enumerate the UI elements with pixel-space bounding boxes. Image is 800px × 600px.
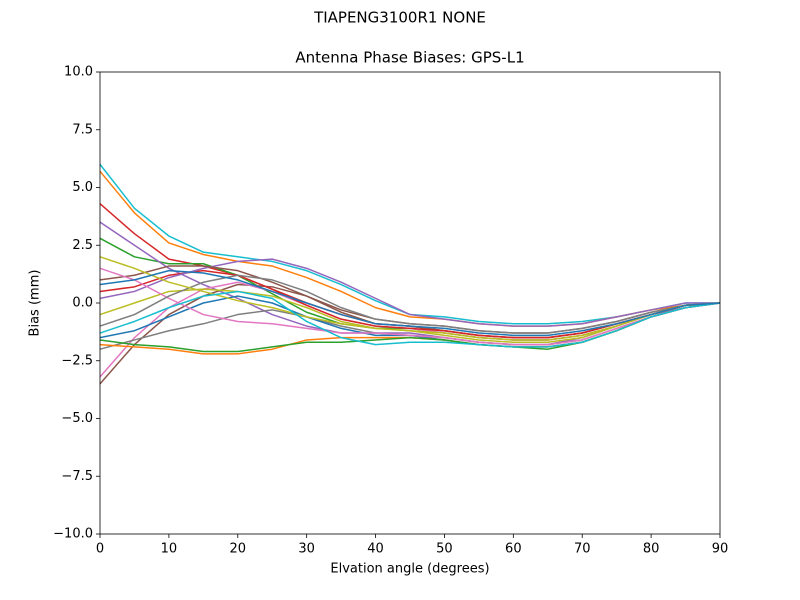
data-line	[99, 269, 721, 337]
y-tick-label: 10.0	[64, 65, 93, 80]
x-tick-label: 40	[367, 542, 384, 557]
x-tick-label: 30	[298, 542, 315, 557]
x-tick-label: 10	[161, 542, 178, 557]
y-tick-label: 0.0	[72, 296, 93, 311]
y-tick-label: −10.0	[53, 527, 93, 542]
data-line	[99, 258, 720, 327]
y-tick-label: −7.5	[61, 469, 93, 484]
y-axis-label: Bias (mm)	[28, 270, 43, 337]
data-line	[99, 256, 721, 341]
x-tick-label: 60	[505, 542, 522, 557]
chart-title: Antenna Phase Biases: GPS-L1	[295, 49, 524, 67]
x-tick-label: 80	[643, 542, 660, 557]
y-tick-label: −2.5	[61, 353, 93, 368]
x-tick-label: 50	[436, 542, 453, 557]
x-tick-label: 0	[96, 542, 104, 557]
data-line	[99, 274, 721, 334]
y-tick-label: 2.5	[72, 238, 93, 253]
x-tick-label: 70	[574, 542, 591, 557]
plot-frame	[99, 71, 721, 535]
data-line	[99, 290, 721, 348]
data-line	[99, 267, 721, 346]
y-tick-label: −5.0	[61, 411, 93, 426]
y-tick-label: 7.5	[72, 122, 93, 137]
x-axis-label: Elvation angle (degrees)	[330, 562, 489, 577]
x-tick-label: 90	[712, 542, 729, 557]
y-tick-label: 5.0	[72, 180, 93, 195]
x-tick-label: 20	[230, 542, 247, 557]
chart-suptitle: TIAPENG3100R1 NONE	[313, 9, 486, 27]
